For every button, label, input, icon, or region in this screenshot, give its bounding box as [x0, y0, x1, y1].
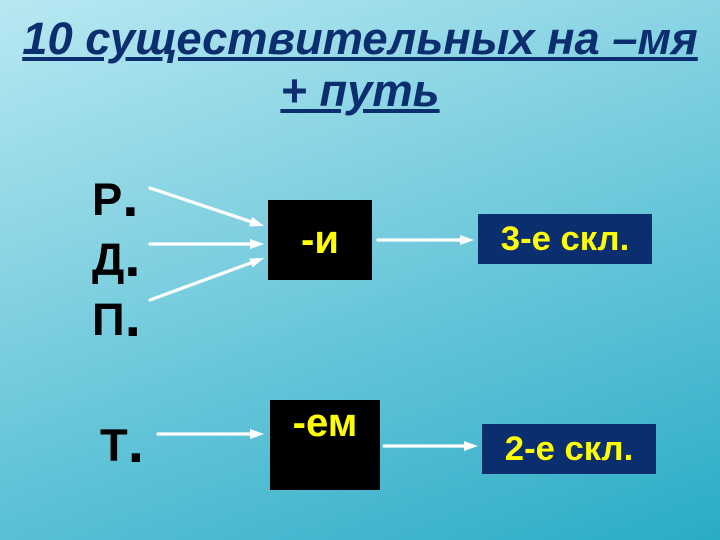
diagram-stage: 10 существительных на –мя+ путьР.Д.П.Т.-… — [0, 0, 720, 540]
case-label-Т: Т. — [100, 408, 144, 475]
arrow-line-2 — [150, 263, 251, 300]
declension-box-d3: 3-е скл. — [478, 214, 652, 264]
title-line-1: + путь — [0, 66, 720, 116]
case-dot: . — [128, 410, 144, 475]
case-letter: Т — [100, 420, 128, 471]
arrow-head-3 — [460, 235, 474, 245]
arrow-line-0 — [150, 188, 251, 222]
case-letter: Р — [92, 174, 122, 225]
case-letter: П — [92, 294, 125, 345]
case-dot: . — [124, 224, 140, 289]
case-dot: . — [122, 164, 138, 229]
case-letter: Д — [92, 234, 124, 285]
ending-box-em: -ем — [270, 400, 380, 490]
ending-box-i: -и — [268, 200, 372, 280]
arrow-head-5 — [464, 441, 478, 451]
case-dot: . — [125, 284, 141, 349]
case-label-Д: Д. — [92, 222, 141, 289]
declension-box-d2: 2-е скл. — [482, 424, 656, 474]
arrow-head-0 — [249, 217, 264, 226]
title-line-0: 10 существительных на –мя — [0, 14, 720, 64]
arrow-head-1 — [250, 239, 264, 249]
arrow-head-4 — [250, 429, 264, 439]
case-label-П: П. — [92, 282, 141, 349]
arrow-head-2 — [249, 258, 264, 268]
case-label-Р: Р. — [92, 162, 139, 229]
